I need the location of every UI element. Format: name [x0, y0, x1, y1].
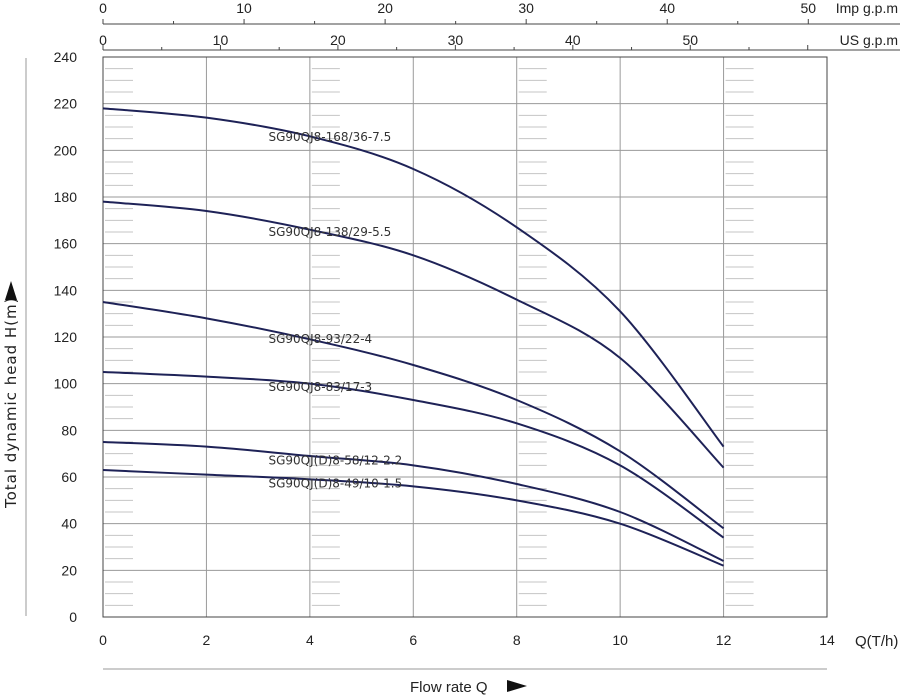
curve-line	[102, 107, 725, 448]
secondary-tick-label: 30	[518, 0, 534, 16]
tick-labels: 0 20 40 60 80 100 120 140 160 180 200 220 240 0 2 4 6 8 10…	[54, 49, 835, 648]
y-tick-label: 60	[61, 469, 77, 485]
secondary-tick-label: 50	[682, 32, 698, 48]
x-tick-label: 6	[409, 632, 417, 648]
x-axis-arrow-icon	[507, 680, 527, 692]
secondary-tick-label: 0	[99, 32, 107, 48]
secondary-tick-label: 10	[236, 0, 252, 16]
secondary-tick-label: 10	[213, 32, 229, 48]
curve-line	[102, 200, 725, 469]
plot-frame	[102, 56, 828, 618]
y-axis-title: Total dynamic head H(m)	[2, 296, 20, 509]
y-tick-label: 240	[54, 49, 78, 65]
secondary-tick-label: 50	[800, 0, 816, 16]
curve-label: SG90QJ8-93/22-4	[268, 332, 372, 346]
curve-label: SG90QJ8-168/36-7.5	[268, 130, 391, 144]
y-tick-label: 200	[54, 142, 78, 158]
curve-line	[102, 371, 725, 539]
y-tick-label: 220	[54, 96, 78, 112]
y-tick-label: 20	[61, 562, 77, 578]
curve-label: SG90QJ(D)8-58/12-2.2	[268, 453, 402, 467]
secondary-tick-label: 20	[330, 32, 346, 48]
curve-labels: SG90QJ8-168/36-7.5 SG90QJ8-138/29-5.5 SG90…	[268, 130, 402, 491]
y-axis-arrow-icon	[5, 281, 17, 300]
secondary-axis-unit: Imp g.p.m	[836, 0, 898, 16]
x-tick-label: 10	[612, 632, 628, 648]
y-tick-label: 160	[54, 236, 78, 252]
y-tick-label: 0	[69, 609, 77, 625]
y-tick-label: 100	[54, 376, 78, 392]
x-tick-label: 0	[99, 632, 107, 648]
y-tick-label: 120	[54, 329, 78, 345]
y-tick-label: 140	[54, 282, 78, 298]
x-axis-title: Flow rate Q	[410, 679, 488, 695]
curve-line	[102, 441, 724, 562]
curve-label: SG90QJ8-138/29-5.5	[268, 225, 391, 239]
x-tick-label: 4	[306, 632, 314, 648]
secondary-tick-label: 40	[659, 0, 675, 16]
curves	[102, 107, 725, 567]
x-tick-label: 2	[203, 632, 211, 648]
secondary-tick-label: 20	[377, 0, 393, 16]
x-tick-label: 14	[819, 632, 835, 648]
grid	[103, 57, 827, 617]
curve-line	[102, 301, 725, 530]
y-tick-label: 180	[54, 189, 78, 205]
curve-label: SG90QJ8-83/17-3	[268, 380, 372, 394]
secondary-axis-unit: US g.p.m	[840, 32, 898, 48]
secondary-tick-label: 30	[448, 32, 464, 48]
curve-label: SG90QJ(D)8-49/10-1.5	[268, 476, 402, 490]
x-unit-label: Q(T/h)	[855, 633, 898, 650]
curve-line	[102, 469, 724, 567]
y-tick-label: 40	[61, 516, 77, 532]
secondary-tick-label: 0	[99, 0, 107, 16]
x-tick-label: 12	[716, 632, 732, 648]
secondary-tick-label: 40	[565, 32, 581, 48]
x-tick-label: 8	[513, 632, 521, 648]
y-tick-label: 80	[61, 422, 77, 438]
